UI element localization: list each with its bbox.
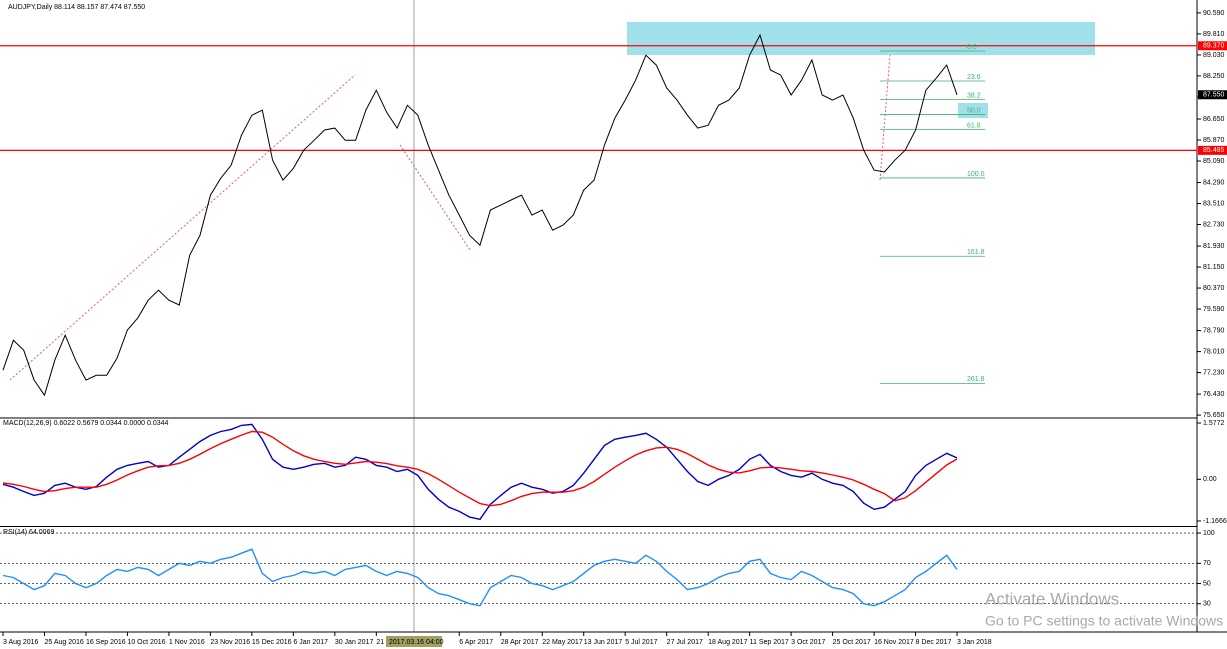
fib-label: 100.0: [967, 171, 985, 178]
y-tick-label: 77.230: [1203, 369, 1225, 376]
y-tick-label: 70: [1203, 560, 1211, 567]
x-tick-label: 3 Oct 2017: [791, 639, 825, 646]
fib-label: 61.8: [967, 122, 981, 129]
x-tick-label: 6 Jan 2017: [293, 639, 328, 646]
x-tick-label: 3 Jan 2018: [957, 639, 992, 646]
y-tick-label: 82.730: [1203, 221, 1225, 228]
x-tick-label: 22 May 2017: [542, 639, 583, 646]
fib-label: 261.8: [967, 376, 985, 383]
series-line: [2, 33, 958, 397]
price-label: 87.550: [1203, 92, 1225, 99]
y-tick-label: 78.790: [1203, 327, 1225, 334]
x-tick-label: 1 Nov 2016: [169, 639, 205, 646]
x-tick-label: 5 Jul 2017: [625, 639, 657, 646]
x-tick-label: 16 Sep 2016: [86, 639, 126, 646]
y-tick-label: 100: [1203, 530, 1215, 537]
fib-label: 50.0: [967, 107, 981, 114]
y-tick-label: 1.5772: [1203, 420, 1225, 427]
y-tick-label: 84.290: [1203, 179, 1225, 186]
chart-title: AUDJPY,Daily 88.114 88.157 87.474 87.550: [8, 4, 145, 11]
level-tag: [1198, 41, 1227, 51]
y-tick-label: 81.150: [1203, 264, 1225, 271]
fib-label: 0.0: [967, 44, 977, 51]
x-tick-label: 25 Oct 2017: [833, 639, 871, 646]
x-tick-label: 23 Nov 2016: [210, 639, 250, 646]
y-tick-label: 85.090: [1203, 158, 1225, 165]
series-line: [2, 430, 958, 507]
watermark-text: Go to PC settings to activate Windows: [985, 613, 1223, 629]
x-tick-label: 11 Sep 2017: [750, 639, 789, 646]
y-tick-label: 80.370: [1203, 285, 1225, 292]
y-tick-label: 76.430: [1203, 391, 1225, 398]
y-tick-label: 0.00: [1203, 476, 1217, 483]
x-tick-label: 27 Jul 2017: [667, 639, 703, 646]
watermark-title: Activate Windows: [985, 589, 1119, 608]
trend-line: [879, 54, 891, 181]
x-tick-label: 6 Apr 2017: [459, 639, 493, 646]
x-tick-label: 18 Aug 2017: [708, 639, 747, 646]
level-label: 89.370: [1203, 43, 1225, 50]
x-tick-label: 15 Dec 2016: [252, 639, 292, 646]
x-tick-label: 28 Apr 2017: [501, 639, 539, 646]
y-tick-label: 30: [1203, 601, 1211, 608]
series-line: [2, 423, 958, 521]
y-tick-label: 88.250: [1203, 73, 1225, 80]
cursor-label: 2017.03.16 04:00: [389, 639, 444, 646]
trend-line: [399, 144, 471, 251]
rsi-title: RSI(14) 64.0069: [3, 529, 54, 536]
fib-label: 38.2: [967, 92, 981, 99]
x-tick-label: 13 Jun 2017: [584, 639, 623, 646]
level-tag: [1198, 145, 1227, 155]
y-tick-label: 89.810: [1203, 31, 1225, 38]
y-tick-label: 50: [1203, 580, 1211, 587]
level-label: 85.485: [1203, 147, 1225, 154]
x-tick-label: 3 Aug 2016: [3, 639, 39, 646]
x-tick-label: 25 Aug 2016: [44, 639, 83, 646]
y-tick-label: 85.870: [1203, 137, 1225, 144]
y-tick-label: 81.930: [1203, 243, 1225, 250]
series-line: [2, 548, 958, 607]
fib-label: 23.6: [967, 74, 981, 81]
trend-line: [9, 74, 356, 381]
x-tick-label: 8 Dec 2017: [916, 639, 952, 646]
y-tick-label: 79.590: [1203, 306, 1225, 313]
cursor-box: [386, 636, 442, 647]
y-tick-label: 83.510: [1203, 200, 1225, 207]
fib-label: 161.8: [967, 249, 985, 256]
x-tick-label: 30 Jan 2017: [335, 639, 374, 646]
y-tick-label: 90.590: [1203, 10, 1225, 17]
y-tick-label: -1.1666: [1203, 518, 1227, 525]
y-tick-label: 75.650: [1203, 412, 1225, 419]
y-tick-label: 78.010: [1203, 348, 1225, 355]
supply-zone: [627, 22, 1095, 55]
macd-title: MACD(12,26,9) 0.6022 0.5679 0.0344 0.000…: [3, 420, 169, 427]
x-tick-label: 16 Nov 2017: [874, 639, 914, 646]
x-tick-label: 10 Oct 2016: [127, 639, 165, 646]
y-tick-label: 89.030: [1203, 52, 1225, 59]
price-tag: [1198, 90, 1227, 100]
y-tick-label: 86.650: [1203, 116, 1225, 123]
